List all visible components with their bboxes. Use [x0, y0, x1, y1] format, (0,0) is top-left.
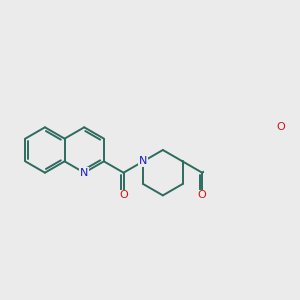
Text: O: O — [276, 122, 285, 132]
Text: O: O — [198, 190, 206, 200]
Text: N: N — [139, 156, 147, 166]
Text: N: N — [80, 168, 88, 178]
Text: O: O — [119, 190, 128, 200]
